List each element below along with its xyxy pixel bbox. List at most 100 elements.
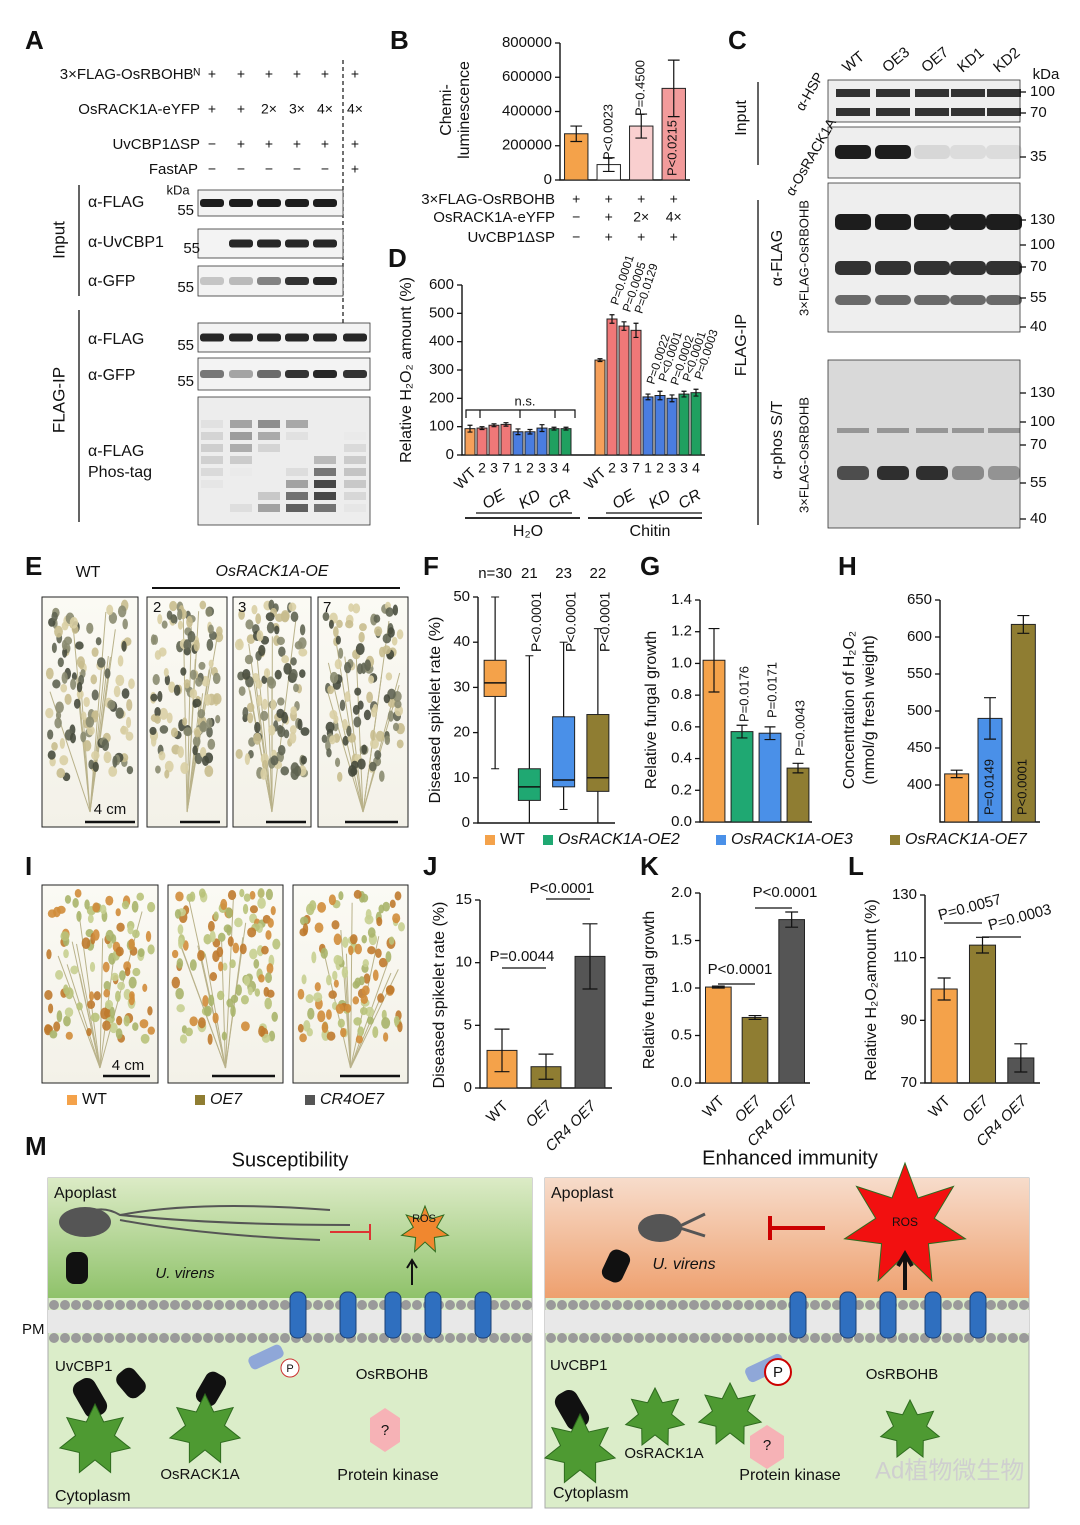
grain (317, 902, 326, 913)
grain (265, 930, 271, 940)
box (518, 769, 540, 801)
grain (208, 625, 214, 634)
lipid-head (810, 1300, 820, 1310)
annotation: P=0.4500 (632, 60, 647, 116)
fungus-body (638, 1214, 682, 1242)
grain (369, 762, 377, 772)
kda-marker: 40 (1030, 510, 1047, 527)
grain (136, 893, 144, 901)
lipid-head (810, 1333, 820, 1343)
lane-symbol: + (351, 136, 359, 152)
lipid-head (1008, 1333, 1018, 1343)
lane-symbol: − (208, 136, 216, 152)
group-label: FLAG-IP (733, 314, 750, 376)
kda-marker: 55 (177, 202, 194, 219)
legend-swatch (890, 835, 900, 845)
kda-marker: 130 (1030, 211, 1055, 228)
smear (230, 432, 252, 440)
photo-label: 3 (238, 599, 246, 616)
lipid-head (1019, 1300, 1029, 1310)
band (875, 145, 911, 159)
grain (234, 918, 243, 928)
panel-letter: D (388, 243, 407, 273)
diagram-label: OsRBOHB (866, 1366, 939, 1383)
grain (233, 943, 240, 954)
lipid-head (744, 1300, 754, 1310)
grain (243, 904, 248, 914)
band (313, 199, 337, 207)
y-tick-label: 400000 (502, 102, 552, 119)
grain (175, 891, 183, 901)
bar (731, 732, 753, 822)
x-tick-label: 4 (692, 460, 700, 476)
grain (197, 950, 204, 961)
y-tick-label: 0 (544, 171, 552, 188)
grain (266, 612, 275, 621)
grain (184, 679, 190, 688)
lipid-head (601, 1300, 611, 1310)
lipid-head (126, 1300, 136, 1310)
effector (66, 1252, 88, 1284)
grain (271, 906, 276, 915)
legend-label: OE7 (210, 1091, 243, 1108)
grain (154, 707, 160, 717)
grain (118, 605, 126, 617)
grain (54, 626, 63, 638)
band (200, 334, 224, 342)
grain (167, 712, 173, 723)
band (916, 428, 948, 433)
lipid-head (821, 1333, 831, 1343)
grain (326, 975, 332, 986)
grain (199, 662, 206, 670)
blot (828, 183, 1020, 332)
bar (643, 397, 653, 455)
x-tick-label: 2 (608, 460, 616, 476)
grain (51, 742, 58, 751)
band (951, 89, 985, 97)
grain (340, 1028, 346, 1037)
grain (311, 951, 316, 963)
grain (218, 933, 226, 942)
grain (62, 640, 67, 650)
grain (60, 738, 65, 749)
band (257, 370, 281, 378)
lipid-head (909, 1300, 919, 1310)
smear (314, 492, 336, 500)
grain (333, 626, 339, 637)
band (229, 334, 253, 342)
grain (260, 711, 268, 721)
antibody-label: α-phos S/T (769, 400, 786, 479)
x-tick-label: 3 (538, 460, 546, 476)
kda-marker: 55 (1030, 474, 1047, 491)
grain (180, 1034, 187, 1043)
smear (286, 432, 308, 440)
lipid-head (115, 1300, 125, 1310)
grain (76, 911, 81, 922)
y-tick-label: 1.0 (671, 654, 692, 671)
y-axis-label: Diseased spikelet rate (%) (431, 902, 448, 1089)
lipid-head (623, 1333, 633, 1343)
diagram-label: OsRBOHB (356, 1366, 429, 1383)
y-tick-label: 1.0 (671, 979, 692, 996)
grain (362, 985, 370, 995)
lipid-head (247, 1333, 257, 1343)
kda-marker: 55 (177, 337, 194, 354)
kda-marker: 100 (1030, 236, 1055, 253)
lipid-head (656, 1300, 666, 1310)
legend-swatch (67, 1095, 77, 1105)
grain (322, 735, 328, 743)
kda-marker: 55 (177, 279, 194, 296)
diagram-label: ROS (412, 1213, 436, 1225)
lipid-head (324, 1333, 334, 1343)
annotation: P<0.0001 (597, 591, 613, 652)
y-tick-label: 450 (907, 739, 932, 756)
grain (300, 624, 305, 635)
lipid-head (412, 1333, 422, 1343)
grain (338, 891, 343, 900)
grain (299, 1033, 307, 1042)
grain (83, 740, 91, 751)
grain (268, 725, 275, 736)
grain (192, 745, 197, 755)
grain (374, 750, 381, 760)
diagram-label: PM (22, 1321, 45, 1338)
